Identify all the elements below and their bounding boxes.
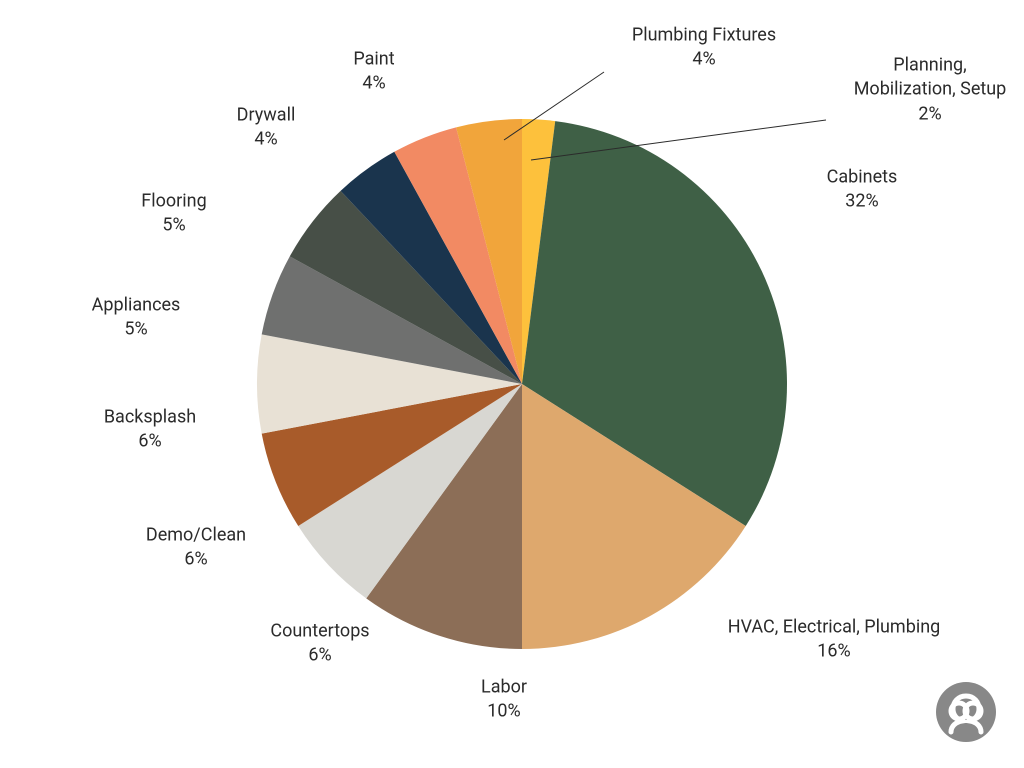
pie-label-name: Labor xyxy=(481,676,527,700)
pie-label-pct: 6% xyxy=(146,548,246,572)
pie-label-backsplash: Backsplash6% xyxy=(104,406,196,455)
pie-label-pct: 16% xyxy=(728,640,941,664)
pie-slices-group xyxy=(257,119,787,649)
pie-label-name: Drywall xyxy=(237,104,296,128)
pie-label-planning-mobilization-setup: Planning, Mobilization, Setup2% xyxy=(854,54,1007,127)
pie-label-name: HVAC, Electrical, Plumbing xyxy=(728,616,941,640)
pie-label-appliances: Appliances5% xyxy=(92,294,181,343)
pie-label-pct: 10% xyxy=(481,700,527,724)
pie-label-hvac-electrical-plumbing: HVAC, Electrical, Plumbing16% xyxy=(728,616,941,665)
pie-label-name: Backsplash xyxy=(104,406,196,430)
pie-label-pct: 6% xyxy=(104,430,196,454)
pie-label-countertops: Countertops6% xyxy=(270,620,369,669)
pie-label-pct: 32% xyxy=(827,190,898,214)
pie-chart-container: Cabinets32% HVAC, Electrical, Plumbing16%… xyxy=(0,0,1024,768)
pie-label-pct: 4% xyxy=(632,48,776,72)
pie-label-pct: 5% xyxy=(92,318,181,342)
pie-label-cabinets: Cabinets32% xyxy=(827,166,898,215)
pie-label-pct: 6% xyxy=(270,644,369,668)
pie-label-plumbing-fixtures: Plumbing Fixtures4% xyxy=(632,24,776,73)
pie-label-demo-clean: Demo/Clean6% xyxy=(146,524,246,573)
pie-label-paint: Paint4% xyxy=(353,48,394,97)
pie-label-name: Planning, Mobilization, Setup xyxy=(854,54,1007,103)
pie-label-pct: 5% xyxy=(141,214,206,238)
pie-label-drywall: Drywall4% xyxy=(237,104,296,153)
pie-label-flooring: Flooring5% xyxy=(141,190,206,239)
pie-label-pct: 2% xyxy=(854,102,1007,126)
pie-label-labor: Labor10% xyxy=(481,676,527,725)
pie-label-pct: 4% xyxy=(237,128,296,152)
pie-label-name: Countertops xyxy=(270,620,369,644)
pie-label-name: Cabinets xyxy=(827,166,898,190)
pie-label-name: Demo/Clean xyxy=(146,524,246,548)
footer-logo-icon xyxy=(936,682,996,746)
pie-label-name: Appliances xyxy=(92,294,181,318)
pie-label-name: Plumbing Fixtures xyxy=(632,24,776,48)
pie-label-pct: 4% xyxy=(353,72,394,96)
pie-label-name: Paint xyxy=(353,48,394,72)
pie-label-name: Flooring xyxy=(141,190,206,214)
